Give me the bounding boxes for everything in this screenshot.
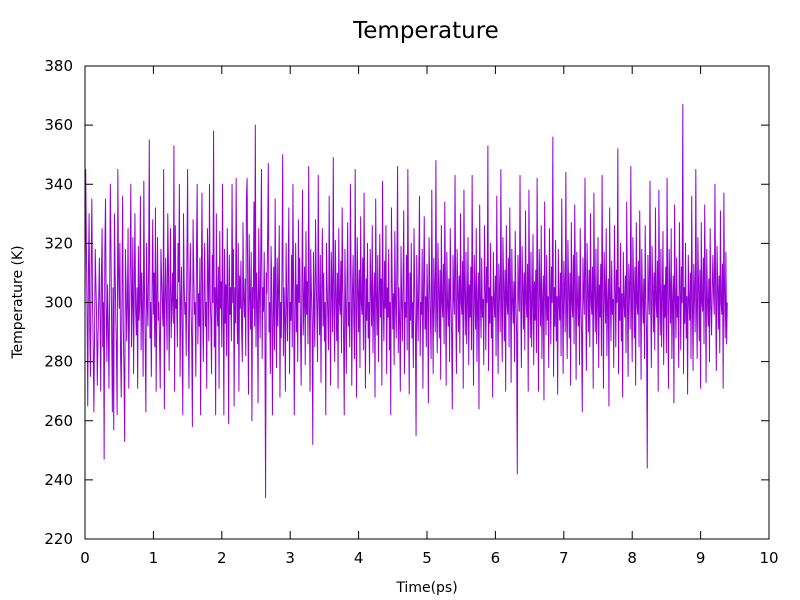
x-axis-label: Time(ps) <box>395 580 457 596</box>
x-tick-label: 9 <box>696 549 706 567</box>
x-tick-label: 6 <box>491 549 501 567</box>
x-tick-label: 8 <box>627 549 637 567</box>
y-tick-label: 240 <box>44 471 73 489</box>
y-tick-label: 340 <box>44 175 73 193</box>
y-tick-label: 360 <box>44 116 73 134</box>
x-tick-label: 3 <box>285 549 295 567</box>
temperature-series-line <box>84 103 728 499</box>
y-tick-label: 220 <box>44 530 73 548</box>
y-tick-label: 320 <box>44 234 73 252</box>
y-tick-label: 300 <box>44 294 73 312</box>
y-tick-label: 380 <box>44 57 73 75</box>
x-tick-label: 5 <box>422 549 432 567</box>
x-tick-label: 4 <box>354 549 364 567</box>
series-layer <box>84 103 728 499</box>
y-tick-label: 260 <box>44 412 73 430</box>
chart-title: Temperature <box>352 18 499 44</box>
x-tick-label: 10 <box>759 549 778 567</box>
x-tick-label: 0 <box>80 549 90 567</box>
y-tick-label: 280 <box>44 353 73 371</box>
y-axis-label: Temperature (K) <box>10 245 26 359</box>
x-tick-label: 1 <box>149 549 159 567</box>
axis-layer: 0 1 2 3 4 5 6 7 8 9 10 220 240 260 280 300 320 340 360 380 <box>44 57 778 567</box>
x-tick-label: 2 <box>217 549 227 567</box>
plot-frame <box>84 65 770 540</box>
x-tick-label: 7 <box>559 549 569 567</box>
